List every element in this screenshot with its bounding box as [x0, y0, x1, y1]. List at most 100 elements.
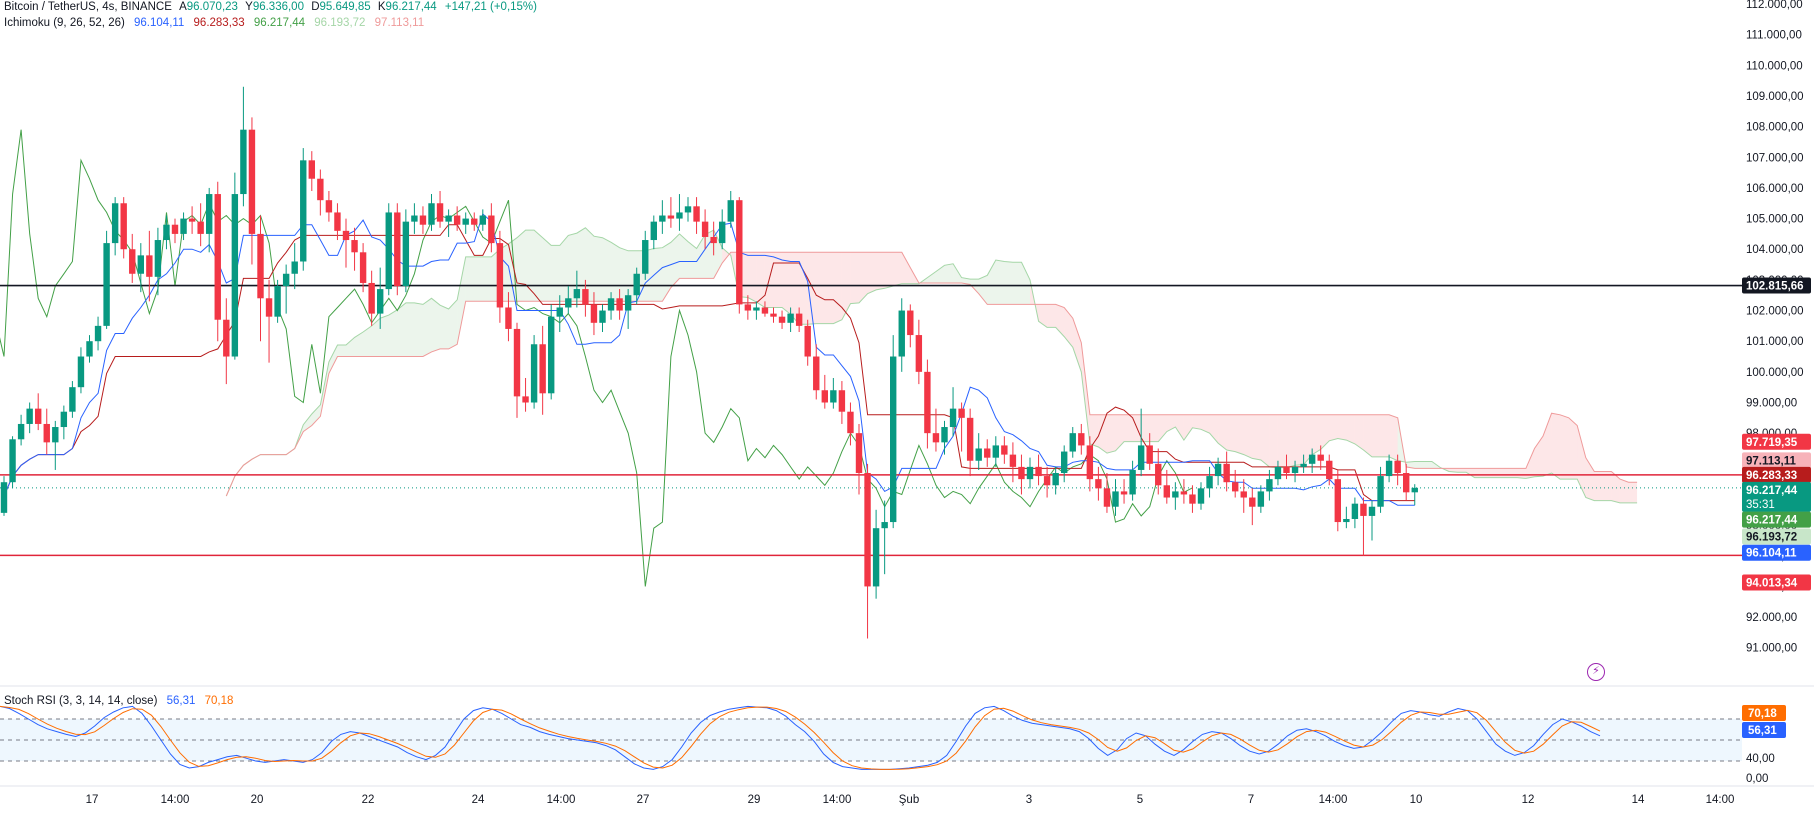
candle[interactable]: [907, 310, 914, 336]
candle[interactable]: [1317, 454, 1324, 461]
candle[interactable]: [1061, 451, 1068, 474]
candle[interactable]: [941, 427, 948, 443]
candle[interactable]: [1001, 445, 1008, 455]
candle[interactable]: [1197, 488, 1205, 504]
candle[interactable]: [1069, 433, 1076, 452]
candle[interactable]: [77, 356, 85, 388]
candle[interactable]: [69, 387, 76, 412]
candle[interactable]: [359, 252, 367, 283]
candle[interactable]: [479, 215, 486, 225]
candle[interactable]: [1360, 503, 1367, 516]
candle[interactable]: [1103, 488, 1111, 507]
candle[interactable]: [1043, 476, 1051, 486]
ichimoku-name[interactable]: Ichimoku (9, 26, 52, 26): [4, 17, 125, 29]
stoch-name[interactable]: Stoch RSI (3, 3, 14, 14, close): [4, 695, 158, 707]
candle[interactable]: [453, 215, 461, 225]
candle[interactable]: [744, 304, 752, 311]
candle[interactable]: [171, 224, 179, 234]
candle[interactable]: [975, 448, 982, 461]
candle[interactable]: [1129, 469, 1136, 495]
horizontal-lines[interactable]: [0, 284, 1742, 557]
candle[interactable]: [1035, 466, 1042, 477]
candle[interactable]: [265, 298, 273, 317]
candle[interactable]: [813, 356, 820, 391]
candle[interactable]: [488, 215, 495, 244]
candle[interactable]: [231, 194, 239, 357]
candle[interactable]: [513, 328, 521, 397]
candle[interactable]: [1223, 463, 1230, 483]
candle[interactable]: [932, 433, 940, 443]
candle[interactable]: [308, 160, 315, 179]
candle[interactable]: [1377, 476, 1384, 507]
candle[interactable]: [1163, 485, 1170, 498]
candle[interactable]: [1146, 445, 1153, 464]
candle[interactable]: [120, 203, 127, 250]
candle[interactable]: [351, 240, 358, 253]
candle[interactable]: [214, 194, 221, 320]
candle[interactable]: [770, 313, 777, 317]
candle[interactable]: [9, 439, 16, 483]
candle[interactable]: [419, 215, 427, 225]
candle[interactable]: [411, 215, 418, 222]
candle[interactable]: [496, 243, 504, 308]
candle[interactable]: [334, 212, 341, 231]
candle[interactable]: [872, 528, 880, 587]
candle[interactable]: [17, 423, 25, 440]
candle[interactable]: [642, 240, 649, 274]
candle[interactable]: [821, 390, 828, 403]
candle[interactable]: [1257, 491, 1265, 507]
candle[interactable]: [1266, 479, 1273, 492]
candle[interactable]: [949, 408, 957, 428]
candle[interactable]: [761, 307, 769, 314]
stoch-rsi-legend[interactable]: Stoch RSI (3, 3, 14, 14, close) 56,31 70…: [4, 694, 239, 708]
candle[interactable]: [616, 298, 623, 311]
candle[interactable]: [129, 249, 136, 274]
candle[interactable]: [676, 212, 683, 219]
candle[interactable]: [1240, 491, 1247, 498]
candle[interactable]: [787, 313, 794, 323]
candle[interactable]: [684, 206, 692, 213]
candle[interactable]: [719, 221, 726, 244]
candle[interactable]: [291, 261, 298, 274]
candle[interactable]: [667, 215, 675, 219]
candle[interactable]: [1291, 466, 1299, 474]
candle[interactable]: [1009, 454, 1017, 467]
candle[interactable]: [1214, 463, 1222, 477]
candle[interactable]: [188, 218, 196, 222]
candle[interactable]: [1411, 487, 1418, 493]
candle[interactable]: [1403, 473, 1410, 493]
candle[interactable]: [300, 160, 307, 262]
candle[interactable]: [462, 218, 469, 225]
candle[interactable]: [915, 335, 923, 372]
candle[interactable]: [1137, 445, 1145, 470]
candle[interactable]: [505, 307, 512, 329]
candle[interactable]: [146, 255, 153, 277]
symbol-legend[interactable]: Bitcoin / TetherUS, 4s, BINANCE A96.070,…: [4, 0, 537, 14]
lightning-icon[interactable]: ⚡: [1587, 663, 1605, 681]
candle[interactable]: [1155, 463, 1162, 486]
candle[interactable]: [163, 224, 170, 241]
candle[interactable]: [1052, 473, 1059, 486]
symbol-name[interactable]: Bitcoin / TetherUS, 4s, BINANCE: [4, 1, 172, 13]
candle[interactable]: [1274, 466, 1282, 480]
candle[interactable]: [548, 316, 555, 394]
candle[interactable]: [257, 233, 264, 299]
candle[interactable]: [1180, 491, 1188, 495]
candle[interactable]: [471, 218, 478, 225]
stoch-rsi-pane[interactable]: 40,00 0,00 70,18 56,31: [0, 705, 1786, 785]
candle[interactable]: [599, 310, 606, 323]
candle[interactable]: [86, 341, 93, 357]
candle[interactable]: [1120, 491, 1128, 495]
candle[interactable]: [693, 206, 700, 222]
candle[interactable]: [590, 304, 598, 323]
candle[interactable]: [60, 411, 68, 428]
price-axis[interactable]: 112.000,00 111.000,00 110.000,00 109.000,00…: [0, 0, 1814, 787]
candle[interactable]: [240, 129, 247, 195]
candle[interactable]: [317, 178, 324, 201]
candle[interactable]: [958, 408, 965, 418]
candle[interactable]: [1018, 466, 1025, 480]
candle[interactable]: [1351, 503, 1359, 519]
candle[interactable]: [556, 307, 563, 317]
ichimoku-legend[interactable]: Ichimoku (9, 26, 52, 26) 96.104,11 96.28…: [4, 16, 430, 30]
